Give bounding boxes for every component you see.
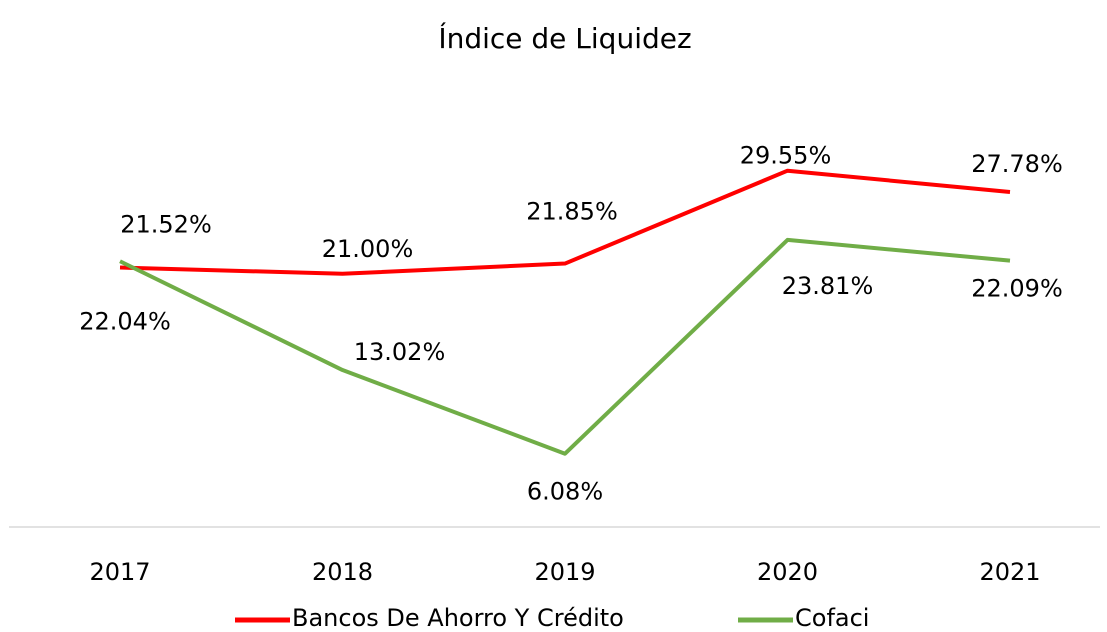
- data-label: 22.04%: [79, 307, 171, 335]
- x-tick-label: 2018: [312, 558, 373, 586]
- x-tick-label: 2019: [534, 558, 595, 586]
- legend-label: Bancos De Ahorro Y Crédito: [292, 604, 624, 632]
- x-tick-label: 2021: [979, 558, 1040, 586]
- data-label: 13.02%: [354, 338, 446, 366]
- legend-label: Cofaci: [795, 604, 869, 632]
- data-label: 21.85%: [526, 198, 618, 226]
- series-line: [119, 168, 1011, 276]
- x-tick-label: 2017: [89, 558, 150, 586]
- data-label: 22.09%: [971, 275, 1063, 303]
- chart-title: Índice de Liquidez: [438, 21, 691, 55]
- data-label: 29.55%: [740, 142, 832, 170]
- data-label: 27.78%: [971, 150, 1063, 178]
- data-label: 6.08%: [527, 478, 603, 506]
- data-label: 23.81%: [782, 272, 874, 300]
- x-tick-label: 2020: [757, 558, 818, 586]
- data-label: 21.00%: [322, 235, 414, 263]
- data-label: 21.52%: [120, 211, 212, 239]
- series-line: [119, 237, 1011, 456]
